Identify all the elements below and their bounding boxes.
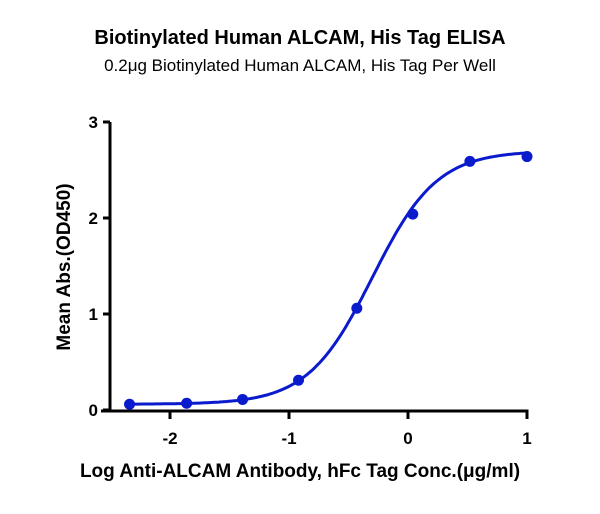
fit-curve: [129, 151, 528, 406]
x-tick-label: 1: [522, 429, 531, 448]
y-axis-label: Mean Abs.(OD450): [54, 183, 75, 351]
data-point: [521, 151, 533, 163]
y-tick-label: 1: [89, 305, 98, 324]
x-tick-label: 0: [403, 429, 412, 448]
data-point: [181, 397, 193, 409]
x-tick-label: -1: [281, 429, 296, 448]
chart-subtitle: 0.2μg Biotinylated Human ALCAM, His Tag …: [104, 56, 496, 75]
chart-title: Biotinylated Human ALCAM, His Tag ELISA: [94, 27, 506, 49]
axes: 0 1 2 3 -2 -1 0 1: [89, 113, 532, 448]
x-axis-label: Log Anti-ALCAM Antibody, hFc Tag Conc.(μ…: [79, 461, 521, 482]
y-tick-label: 2: [89, 209, 98, 228]
data-point: [124, 398, 136, 410]
data-point: [407, 208, 419, 220]
x-tick-label: -2: [162, 429, 177, 448]
data-point: [237, 393, 249, 405]
y-tick-label: 0: [89, 401, 98, 420]
data-point: [464, 155, 476, 167]
data-point: [293, 374, 305, 386]
y-tick-label: 3: [89, 113, 98, 132]
data-points: [124, 151, 533, 410]
data-point: [351, 302, 363, 314]
